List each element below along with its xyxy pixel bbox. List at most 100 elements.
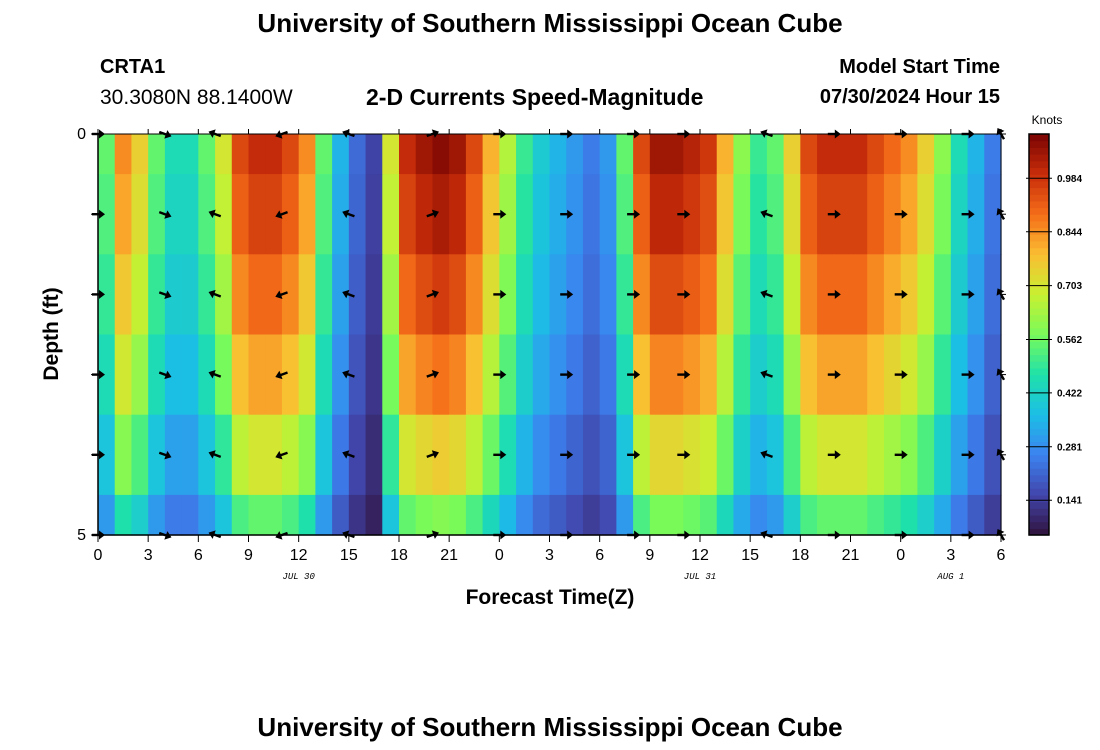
heatmap-cell [449, 254, 467, 336]
current-vector-arrow [627, 450, 641, 460]
heatmap-cell [248, 134, 266, 175]
x-tick-label: 12 [691, 547, 709, 564]
heatmap-cell [281, 134, 300, 175]
heatmap-cell [164, 134, 183, 175]
x-tick-label: 3 [144, 547, 153, 564]
heatmap-cell [265, 254, 283, 336]
heatmap-cell [415, 254, 434, 336]
heatmap-cell [432, 174, 450, 255]
heatmap-cell [666, 254, 684, 336]
heatmap-cell [298, 174, 316, 255]
heatmap-cell [783, 134, 801, 175]
current-vector-arrow [342, 289, 355, 299]
heatmap-cell [482, 174, 500, 255]
heatmap-cell [750, 254, 768, 336]
current-vector-arrow [275, 450, 288, 460]
heatmap-cell [382, 134, 400, 175]
heatmap-cell [733, 414, 751, 496]
heatmap-cell [934, 254, 952, 336]
colorbar-tick-label: 0.984 [1057, 174, 1082, 185]
heatmap-cell [666, 494, 684, 536]
heatmap-cell [449, 334, 467, 416]
heatmap-cell [599, 254, 617, 336]
heatmap-cell [432, 494, 450, 536]
heatmap-cell [549, 134, 567, 175]
heatmap-cell [566, 334, 584, 416]
heatmap-cell [365, 414, 383, 496]
colorbar-segment [1029, 187, 1049, 195]
heatmap-cell [114, 334, 133, 416]
current-vector-arrow [827, 209, 841, 219]
colorbar-segment [1029, 341, 1049, 349]
heatmap-cell [248, 334, 266, 416]
heatmap-cell [817, 414, 835, 496]
heatmap-cell [148, 334, 166, 416]
x-tick-label: 12 [290, 547, 308, 564]
heatmap-cell [582, 334, 601, 416]
heatmap-cell [298, 494, 316, 536]
heatmap-cell [700, 334, 718, 416]
heatmap-cell [399, 174, 417, 255]
heatmap-cell [750, 494, 768, 536]
heatmap-cell [449, 134, 467, 175]
heatmap-cell [516, 134, 534, 175]
heatmap-cell [917, 334, 935, 416]
heatmap-cell [365, 254, 383, 336]
colorbar-segment [1029, 321, 1049, 329]
heatmap-cell [231, 334, 250, 416]
colorbar-tick-label: 0.703 [1057, 281, 1082, 292]
heatmap-cell [532, 414, 551, 496]
current-vector-arrow [158, 290, 172, 299]
heatmap-cell [131, 134, 149, 175]
heatmap-cell [114, 414, 133, 496]
chart-subtitle: 2-D Currents Speed-Magnitude [366, 84, 704, 110]
heatmap-cell [883, 494, 902, 536]
heatmap-cell [382, 494, 400, 536]
colorbar-segment [1029, 240, 1049, 249]
heatmap-cell [516, 414, 534, 496]
heatmap-cell [399, 414, 417, 496]
heatmap-cell [516, 254, 534, 336]
heatmap-cell [867, 334, 885, 416]
current-vector-arrow [208, 370, 222, 379]
heatmap-cell [917, 174, 935, 255]
x-tick-label: 0 [896, 547, 905, 564]
heatmap-cell [716, 254, 735, 336]
heatmap-cell [582, 414, 601, 496]
heatmap-cell [382, 174, 400, 255]
heatmap-cell [114, 174, 133, 255]
heatmap-cell [365, 134, 383, 175]
heatmap-cell [666, 334, 684, 416]
colorbar-segment [1029, 481, 1049, 489]
current-vector-arrow [493, 209, 507, 219]
current-vector-arrow [627, 209, 641, 219]
current-vector-arrow [493, 450, 507, 460]
heatmap-cell [967, 334, 985, 416]
heatmap-cell [148, 174, 166, 255]
heatmap-cell [315, 174, 333, 255]
heatmap-cell [499, 334, 517, 416]
heatmap-cell [281, 494, 300, 536]
heatmap-cell [348, 494, 367, 536]
heatmap-cell [399, 254, 417, 336]
heatmap-cell [883, 414, 902, 496]
heatmap-cell [683, 134, 701, 175]
heatmap-cell [332, 254, 350, 336]
current-vector-arrow [342, 450, 355, 459]
y-axis-label: Depth (ft) [40, 287, 63, 380]
page-title-bottom: University of Southern Mississippi Ocean… [257, 712, 843, 742]
heatmap-cell [766, 494, 785, 536]
heatmap-cell [482, 254, 500, 336]
heatmap-cell [649, 414, 668, 496]
heatmap-cell [683, 334, 701, 416]
heatmap-cell [582, 134, 601, 175]
heatmap-cell [248, 174, 266, 255]
heatmap-cell [850, 254, 868, 336]
colorbar-segment [1029, 174, 1049, 182]
heatmap-cell [950, 494, 969, 536]
heatmap-cell [800, 414, 818, 496]
heatmap-cell [616, 174, 634, 255]
heatmap-cell [114, 254, 133, 336]
colorbar-segment [1029, 454, 1049, 463]
heatmap-cell [582, 254, 601, 336]
